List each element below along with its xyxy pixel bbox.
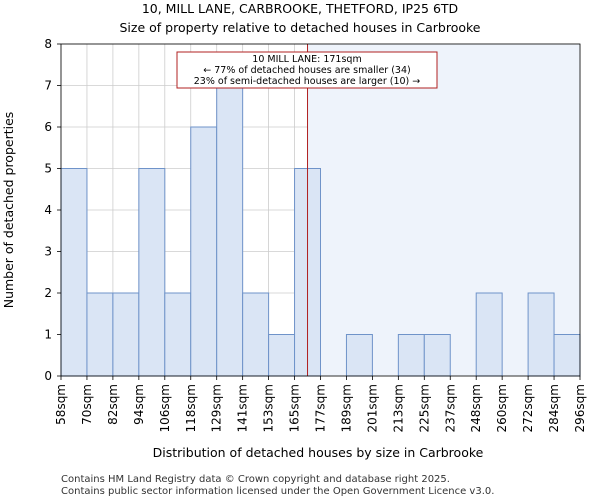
x-tick-label: 237sqm: [443, 384, 457, 432]
x-tick-label: 272sqm: [521, 384, 535, 432]
x-tick-label: 201sqm: [365, 384, 379, 432]
y-tick-label: 8: [44, 37, 52, 51]
bar: [138, 168, 166, 377]
x-axis-label: Distribution of detached houses by size …: [153, 445, 484, 460]
bar: [397, 334, 425, 377]
bar: [86, 292, 114, 377]
chart-subtitle: Size of property relative to detached ho…: [119, 20, 480, 35]
chart-title: 10, MILL LANE, CARBROOKE, THETFORD, IP25…: [142, 1, 458, 16]
footer-line-1: Contains HM Land Registry data © Crown c…: [61, 474, 450, 485]
x-tick-label: 118sqm: [184, 384, 198, 432]
bar: [345, 334, 373, 377]
x-tick-label: 177sqm: [314, 384, 328, 432]
y-ticks: 0 1 2 3 4 5 6 7 8: [44, 37, 61, 383]
x-tick-label: 296sqm: [573, 384, 587, 432]
bar: [553, 334, 581, 377]
y-axis-label: Number of detached properties: [1, 112, 16, 309]
bar: [112, 292, 140, 377]
y-tick-label: 4: [44, 203, 52, 217]
x-tick-label: 129sqm: [210, 384, 224, 432]
x-ticks: 58sqm 70sqm 82sqm 94sqm 106sqm 118sqm 129sqm 14…: [54, 376, 587, 432]
y-tick-label: 6: [44, 120, 52, 134]
annotation-line-2: ← 77% of detached houses are smaller (34…: [203, 65, 410, 76]
annotation-box: [176, 51, 438, 89]
bars: [60, 85, 581, 377]
annotation-line-3: 23% of semi-detached houses are larger (…: [194, 76, 421, 87]
bar: [475, 292, 503, 377]
bar: [527, 292, 555, 377]
x-tick-label: 70sqm: [80, 384, 94, 425]
x-tick-label: 141sqm: [236, 384, 250, 432]
x-tick-label: 58sqm: [54, 384, 68, 425]
bar: [268, 334, 296, 377]
bar: [216, 85, 244, 377]
x-tick-label: 260sqm: [495, 384, 509, 432]
x-tick-label: 165sqm: [288, 384, 302, 432]
x-tick-label: 153sqm: [262, 384, 276, 432]
x-tick-label: 225sqm: [417, 384, 431, 432]
x-tick-label: 82sqm: [106, 384, 120, 425]
y-tick-label: 7: [44, 79, 52, 93]
bar: [423, 334, 451, 377]
y-tick-label: 5: [44, 162, 52, 176]
x-tick-label: 248sqm: [469, 384, 483, 432]
y-tick-label: 0: [44, 369, 52, 383]
y-tick-label: 2: [44, 286, 52, 300]
x-tick-label: 106sqm: [158, 384, 172, 432]
bar: [60, 168, 88, 377]
bar: [164, 292, 192, 377]
footer-line-2: Contains public sector information licen…: [61, 486, 495, 497]
x-tick-label: 189sqm: [339, 384, 353, 432]
x-tick-label: 284sqm: [547, 384, 561, 432]
x-tick-label: 94sqm: [132, 384, 146, 425]
y-tick-label: 3: [44, 245, 52, 259]
bar: [242, 292, 270, 377]
x-tick-label: 213sqm: [391, 384, 405, 432]
y-tick-label: 1: [44, 328, 52, 342]
bar: [190, 126, 218, 377]
annotation-line-1: 10 MILL LANE: 171sqm: [252, 54, 361, 65]
